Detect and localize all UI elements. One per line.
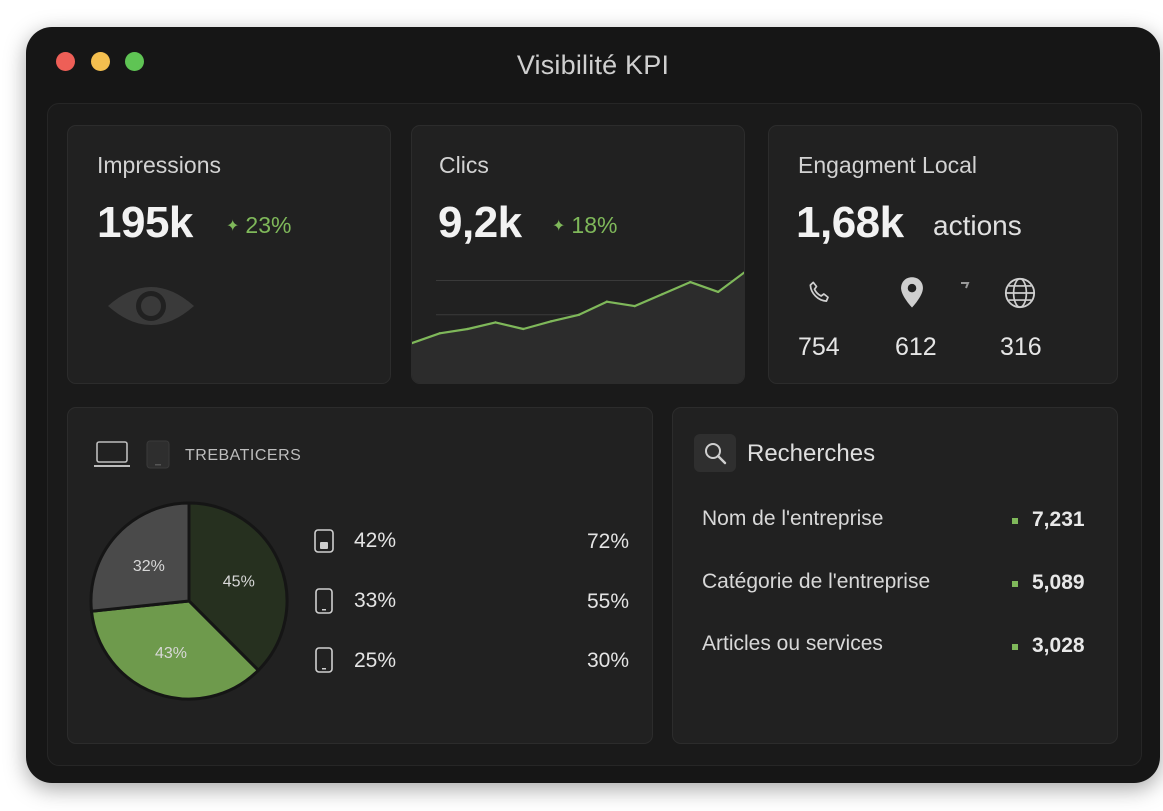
engagement-card[interactable]: Engagment Local 1,68k actions 754 612 31… [768, 125, 1118, 384]
clics-data-point [716, 290, 720, 294]
title-bar: Visibilité KPI [26, 27, 1160, 103]
clics-data-point [633, 304, 636, 308]
clics-data-point [494, 321, 497, 324]
clics-data-point [661, 292, 664, 296]
pie-slice [89, 599, 261, 701]
search-query-label: Catégorie de l'entreprise [702, 570, 931, 593]
clics-delta: ✦ 18% [552, 212, 617, 239]
clics-area [412, 272, 744, 383]
engagement-value: 1,68k [796, 198, 904, 247]
phone-device-icon [315, 588, 333, 614]
engagement-unit: actions [933, 210, 1022, 241]
search-query-value: 7,231 [1032, 508, 1085, 531]
window-title: Visibilité KPI [516, 50, 670, 80]
device-pct: 33% [354, 589, 397, 612]
device-pct: 42% [354, 529, 397, 552]
clics-delta-value: 18% [571, 212, 618, 238]
phone-device-icon [315, 647, 333, 673]
search-bullet [1012, 644, 1018, 650]
clics-data-point [412, 341, 414, 345]
trend-up-icon: ✦ [552, 218, 566, 235]
mark-icon [961, 282, 970, 289]
search-query-value: 3,028 [1032, 634, 1085, 657]
clics-line-chart [412, 271, 744, 383]
devices-card[interactable]: TREBATICERS 45% 43% 32% 42% 33% 25% 72% 55… [67, 407, 653, 744]
close-window-button[interactable] [56, 52, 75, 71]
engagement-title: Engagment Local [798, 152, 978, 178]
clics-data-point [549, 320, 553, 323]
clics-data-point [466, 327, 469, 331]
impressions-title: Impressions [97, 152, 221, 178]
search-query-label: Nom de l'entreprise [702, 507, 884, 530]
searches-title: Recherches [747, 440, 876, 467]
clics-data-point [577, 313, 581, 316]
clics-data-point [522, 327, 525, 331]
tablet-icon [314, 529, 334, 553]
impressions-delta: ✦ 23% [226, 212, 291, 239]
impressions-delta-value: 23% [245, 212, 292, 238]
pie-slice-label: 43% [155, 645, 187, 662]
device-pct: 25% [354, 649, 397, 672]
searches-card[interactable] [672, 407, 1118, 744]
clics-data-point [689, 280, 692, 284]
pie-slice-label: 32% [133, 558, 165, 575]
pie-slice [187, 501, 289, 673]
tablet-icon [146, 440, 170, 469]
impressions-card[interactable]: Impressions 195k ✦ 23% [67, 125, 391, 384]
device-secondary-pct: 30% [586, 649, 629, 672]
search-query-label: Articles ou services [702, 632, 883, 655]
clics-data-point [605, 300, 609, 303]
location-pin-icon [901, 277, 923, 308]
pie-slice-label: 45% [223, 573, 255, 590]
globe-icon [1004, 277, 1036, 309]
pie-slice [89, 501, 191, 613]
laptop-icon [94, 441, 130, 467]
phone-icon [809, 281, 829, 302]
search-icon [705, 443, 727, 465]
devices-pie-chart: 45% 43% 32% [89, 501, 289, 701]
clics-card[interactable]: Clics 9,2k ✦ 18% [411, 125, 745, 384]
engagement-calls-value: 754 [798, 333, 840, 361]
device-secondary-pct: 55% [586, 590, 629, 613]
devices-header: TREBATICERS [185, 447, 302, 464]
clics-title: Clics [439, 152, 489, 178]
engagement-website-value: 316 [1000, 333, 1042, 361]
trend-up-icon: ✦ [226, 218, 240, 235]
search-icon-box[interactable] [694, 434, 736, 472]
search-bullet [1012, 518, 1018, 524]
impressions-value: 195k [97, 198, 193, 247]
eye-icon [108, 287, 194, 325]
maximize-window-button[interactable] [125, 52, 144, 71]
minimize-window-button[interactable] [91, 52, 110, 71]
clics-value: 9,2k [438, 198, 522, 247]
search-bullet [1012, 581, 1018, 587]
search-query-value: 5,089 [1032, 571, 1085, 594]
engagement-directions-value: 612 [895, 333, 937, 361]
clics-data-point [438, 332, 442, 335]
device-secondary-pct: 72% [586, 530, 629, 553]
